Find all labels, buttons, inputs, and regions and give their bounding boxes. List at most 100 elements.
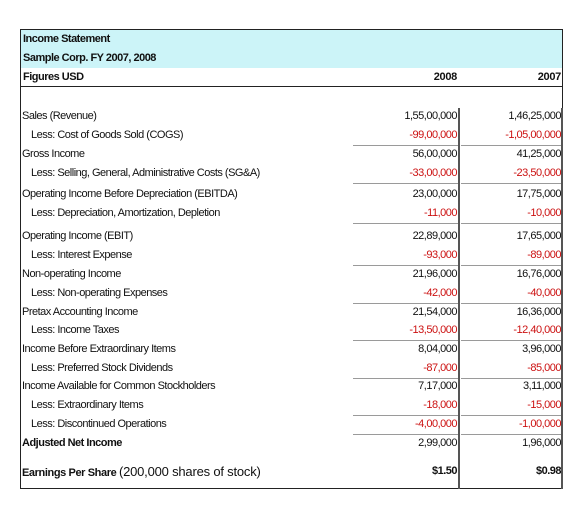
subtotal-underline-2008	[353, 340, 458, 341]
value-2008: 22,89,000	[412, 230, 458, 242]
row-label: Sales (Revenue)	[22, 110, 97, 122]
subtotal-underline-2007	[461, 340, 561, 341]
statement-row: Less: Non-operating Expenses -42,000 -40,0…	[21, 284, 562, 303]
company-period: Sample Corp. FY 2007, 2008	[23, 52, 156, 64]
subtotal-underline-2007	[461, 378, 561, 379]
eps-2008: $1.50	[431, 465, 458, 477]
value-2008: -13,50,000	[409, 324, 457, 336]
value-2008: -11,000	[424, 207, 458, 219]
value-2007: 16,36,000	[516, 306, 562, 318]
statement-row: Less: Extraordinary Items -18,000 -15,000	[21, 396, 562, 415]
row-label: Adjusted Net Income	[22, 437, 122, 449]
value-2008: 56,00,000	[412, 148, 458, 160]
value-2007: -23,50,000	[513, 167, 561, 179]
value-2008: 1,55,00,000	[404, 110, 457, 122]
subtotal-underline-2008	[353, 265, 458, 266]
header-columns-row: Figures USD 2008 2007	[21, 68, 562, 87]
value-2007: -12,40,000	[513, 324, 561, 336]
row-label: Less: Depreciation, Amortization, Deplet…	[31, 207, 220, 219]
row-label: Less: Income Taxes	[31, 324, 120, 336]
value-2007: -40,000	[527, 287, 561, 299]
row-label: Less: Selling, General, Administrative C…	[31, 167, 260, 179]
value-2008: 21,54,000	[412, 306, 458, 318]
statement-row: Less: Preferred Stock Dividends -87,000 -8…	[21, 359, 562, 378]
statement-row: Operating Income (EBIT) 22,89,000 17,65,00…	[21, 227, 562, 246]
column-divider-2007	[561, 108, 563, 489]
value-2008: -33,00,000	[409, 167, 457, 179]
year-2007-header: 2007	[537, 71, 562, 83]
value-2007: -15,000	[527, 399, 561, 411]
statement-row: Less: Depreciation, Amortization, Deplet…	[21, 204, 562, 223]
statement-row: Less: Selling, General, Administrative C…	[21, 164, 562, 183]
value-2008: -42,000	[423, 287, 457, 299]
value-2007: -85,000	[527, 362, 561, 374]
statement-row: Less: Discontinued Operations -4,00,000 -1…	[21, 415, 562, 434]
row-label: Less: Interest Expense	[31, 249, 132, 261]
row-label: Income Available for Common Stockholders	[22, 380, 216, 392]
subtotal-underline-2007	[461, 145, 561, 146]
row-label: Less: Discontinued Operations	[31, 418, 167, 430]
statement-row: Income Before Extraordinary Items 8,04,00…	[21, 340, 562, 359]
subtotal-underline-2008	[353, 145, 458, 146]
subtotal-underline-2007	[461, 265, 561, 266]
row-label: Non-operating Income	[22, 268, 121, 280]
statement-row: Less: Cost of Goods Sold (COGS) -99,00,00…	[21, 126, 562, 145]
statement-row: Non-operating Income 21,96,000 16,76,000	[21, 265, 562, 284]
value-2007: 1,96,000	[522, 437, 561, 449]
statement-row: Adjusted Net Income 2,99,000 1,96,000	[21, 434, 562, 453]
column-divider-2008	[458, 108, 460, 489]
row-label: Less: Non-operating Expenses	[31, 287, 168, 299]
value-2008: 8,04,000	[418, 343, 457, 355]
value-2008: -87,000	[423, 362, 457, 374]
statement-row: Operating Income Before Depreciation (EB…	[21, 185, 562, 204]
row-label: Less: Extraordinary Items	[31, 399, 144, 411]
value-2007: 17,75,000	[516, 188, 562, 200]
row-label: Operating Income (EBIT)	[22, 230, 133, 242]
eps-shares-note: (200,000 shares of stock)	[118, 464, 261, 479]
value-2008: -4,00,000	[415, 418, 457, 430]
value-2008: -93,000	[423, 249, 457, 261]
row-label: Income Before Extraordinary Items	[22, 343, 176, 355]
value-2008: 23,00,000	[412, 188, 458, 200]
subtotal-underline-2008	[353, 434, 458, 435]
subtotal-underline-2007	[461, 183, 561, 184]
value-2007: 3,96,000	[522, 343, 561, 355]
subtotal-underline-2008	[353, 183, 458, 184]
value-2007: 41,25,000	[516, 148, 562, 160]
statement-row: Gross Income 56,00,000 41,25,000	[21, 145, 562, 164]
eps-label: Earnings Per Share (200,000 shares of st…	[22, 463, 261, 482]
statement-row: Less: Interest Expense -93,000 -89,000	[21, 246, 562, 265]
row-label: Less: Preferred Stock Dividends	[31, 362, 173, 374]
statement-title: Income Statement	[23, 33, 110, 45]
row-label: Gross Income	[22, 148, 85, 160]
value-2008: -99,00,000	[409, 129, 457, 141]
subtotal-underline-2008	[353, 223, 458, 224]
value-2007: 1,46,25,000	[508, 110, 561, 122]
value-2008: 2,99,000	[418, 437, 457, 449]
value-2007: -1,05,00,000	[505, 129, 561, 141]
header-title-row: Income Statement	[21, 30, 562, 49]
value-2007: -89,000	[527, 249, 561, 261]
value-2007: -10,000	[527, 207, 561, 219]
figures-label: Figures USD	[23, 71, 84, 83]
row-label: Pretax Accounting Income	[22, 306, 138, 318]
year-2008-header: 2008	[433, 71, 458, 83]
value-2007: 16,76,000	[516, 268, 562, 280]
value-2007: 17,65,000	[516, 230, 562, 242]
subtotal-underline-2008	[353, 378, 458, 379]
value-2007: -1,00,000	[519, 418, 561, 430]
income-statement-sheet: Income Statement Sample Corp. FY 2007, 2…	[20, 29, 563, 489]
statement-row: Income Available for Common Stockholders…	[21, 377, 562, 396]
eps-title: Earnings Per Share	[22, 467, 117, 479]
header-company-row: Sample Corp. FY 2007, 2008	[21, 49, 562, 68]
subtotal-underline-2007	[461, 415, 561, 416]
subtotal-underline-2008	[353, 415, 458, 416]
subtotal-underline-2007	[461, 303, 561, 304]
statement-row: Less: Income Taxes -13,50,000 -12,40,000	[21, 321, 562, 340]
row-label: Operating Income Before Depreciation (EB…	[22, 188, 238, 200]
row-label: Less: Cost of Goods Sold (COGS)	[31, 129, 184, 141]
statement-row: Pretax Accounting Income 21,54,000 16,36,0…	[21, 303, 562, 322]
statement-row: Sales (Revenue) 1,55,00,000 1,46,25,000	[21, 107, 562, 126]
eps-2007: $0.98	[535, 465, 562, 477]
value-2007: 3,11,000	[522, 380, 562, 392]
